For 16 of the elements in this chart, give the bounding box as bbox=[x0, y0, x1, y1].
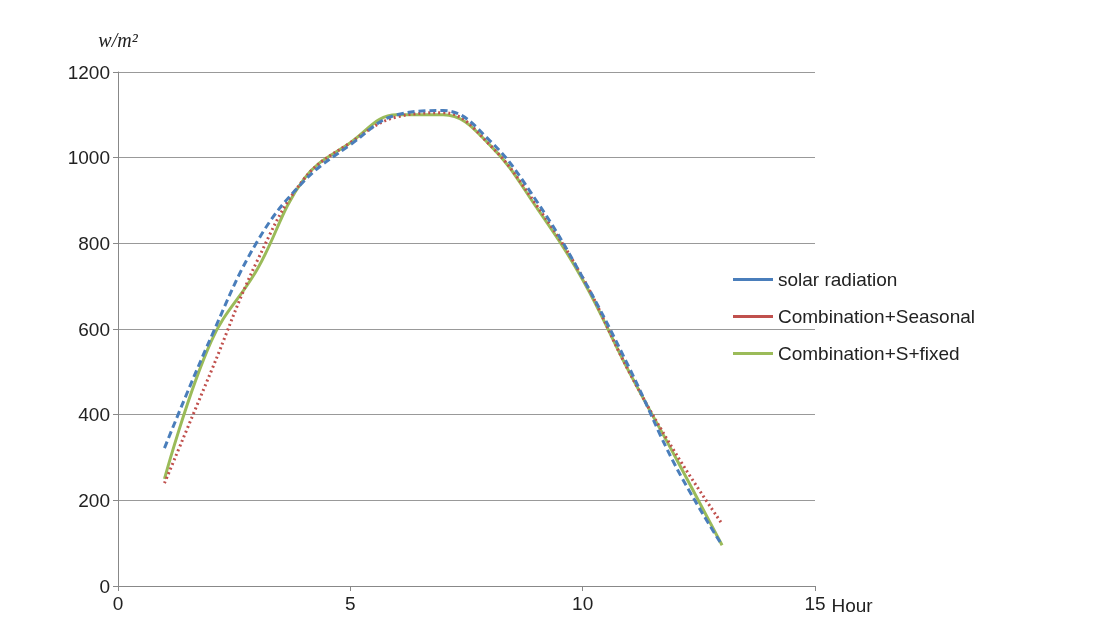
x-axis-title: Hour bbox=[831, 595, 874, 616]
y-tick-label: 1000 bbox=[67, 147, 110, 169]
y-tick-label: 0 bbox=[99, 575, 110, 597]
x-tick-label: 15 bbox=[804, 593, 826, 614]
legend-label: Combination+Seasonal bbox=[778, 306, 975, 327]
y-tick-label: 1200 bbox=[67, 61, 110, 83]
x-tick-label: 10 bbox=[572, 593, 594, 614]
y-tick-label: 600 bbox=[78, 318, 110, 340]
y-tick-label: 200 bbox=[78, 489, 110, 511]
y-axis-title: w/m² bbox=[98, 29, 139, 51]
x-tick-label: 0 bbox=[112, 593, 124, 614]
legend-label: solar radiation bbox=[778, 269, 898, 290]
legend-label: Combination+S+fixed bbox=[778, 343, 960, 364]
y-tick-label: 800 bbox=[78, 232, 110, 254]
x-tick-label: 5 bbox=[345, 593, 356, 614]
y-tick-label: 400 bbox=[78, 404, 110, 426]
